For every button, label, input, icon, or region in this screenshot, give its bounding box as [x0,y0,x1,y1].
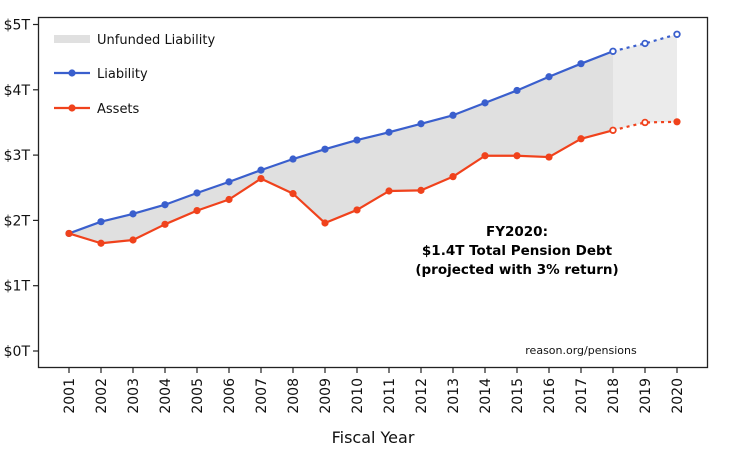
liability-point-2011 [385,128,393,136]
assets-point-2005 [193,207,201,215]
assets-line-historical [68,129,614,245]
x-tick-label: 2007 [254,378,270,414]
liability-point-2007 [257,166,265,174]
assets-point-2013 [449,173,457,181]
x-tick-label: 2002 [94,378,110,414]
liability-point-2009 [321,145,329,153]
assets-point-2011 [385,187,393,195]
assets-point-2010 [353,206,361,214]
x-tick-label: 2009 [318,378,334,414]
assets-point-2002 [97,239,105,247]
x-tick-label: 2006 [222,378,238,414]
liability-point-2018 [609,47,617,55]
assets-point-2018 [609,126,617,134]
liability-point-2005 [193,189,201,197]
liability-point-2019 [641,39,649,48]
assets-point-2020 [673,118,681,126]
liability-point-2002 [97,218,105,226]
assets-point-2003 [129,236,137,244]
x-tick-label: 2004 [158,378,174,414]
liability-point-2004 [161,201,169,209]
headline-line-1: FY2020: [486,224,548,240]
x-tick-label: 2012 [414,378,430,414]
y-tick-label: $1T [4,279,31,295]
legend-label-liability: Liability [97,67,148,82]
assets-point-2007 [257,175,265,183]
x-tick-label: 2013 [446,378,462,414]
assets-point-2001 [65,229,73,238]
legend-label-unfunded-liability: Unfunded Liability [97,33,215,48]
headline-line-2: $1.4T Total Pension Debt [422,243,613,259]
liability-point-2016 [545,73,553,81]
x-tick-label: 2018 [606,378,622,414]
legend: Unfunded Liability Liability Assets [54,33,215,117]
y-tick-label: $5T [4,18,31,34]
y-tick-label: $4T [4,83,31,99]
y-tick-label: $0T [4,344,31,360]
unfunded-liability-area [69,34,677,244]
x-tick-label: 2011 [382,378,398,414]
x-tick-label: 2003 [126,378,142,414]
liability-point-2010 [353,136,361,144]
liability-point-2017 [577,60,585,68]
headline-annotation: FY2020: $1.4T Total Pension Debt (projec… [415,224,618,278]
assets-point-2008 [289,190,297,198]
legend-label-assets: Assets [97,102,140,117]
liability-point-2008 [289,155,297,163]
x-tick-label: 2020 [670,378,686,414]
liability-point-2020 [673,30,681,38]
liability-point-2006 [225,178,233,186]
x-tick-label: 2017 [574,378,590,414]
assets-point-2004 [161,220,169,228]
y-tick-label: $2T [4,213,31,229]
x-tick-label: 2015 [510,378,526,414]
series-lines [65,30,681,247]
liability-point-2014 [481,99,489,107]
x-tick-label: 2014 [478,378,494,414]
y-axis: $0T $1T $2T $3T $4T $5T [4,18,39,360]
assets-point-2014 [481,152,489,160]
unfunded-area-projected [613,34,677,131]
liability-point-2015 [513,86,521,95]
legend-swatch-unfunded-liability [54,35,90,43]
assets-point-2006 [225,195,233,204]
assets-point-2009 [321,219,329,227]
x-tick-label: 2010 [350,378,366,414]
headline-line-3: (projected with 3% return) [415,262,618,278]
y-tick-label: $3T [4,148,31,164]
legend-swatch-assets-marker [68,104,76,112]
x-tick-label: 2008 [286,378,302,414]
assets-point-2012 [417,186,425,194]
assets-point-2015 [513,152,521,160]
source-credit: reason.org/pensions [525,344,637,357]
unfunded-area-historical [69,51,613,244]
x-tick-label: 2001 [62,378,78,414]
assets-point-2017 [577,135,585,143]
assets-point-2019 [641,118,649,127]
liability-point-2012 [417,120,425,128]
x-tick-label: 2019 [638,378,654,414]
plot-frame [37,16,709,369]
liability-point-2003 [129,210,137,218]
x-tick-label: 2005 [190,378,206,414]
assets-point-2016 [545,153,553,161]
liability-point-2013 [449,111,457,119]
x-axis-title: Fiscal Year [332,428,415,447]
legend-swatch-liability-marker [68,69,76,77]
liability-line-historical [68,50,614,235]
x-tick-label: 2016 [542,378,558,414]
x-axis: 2001 2002 2003 2004 2005 2006 2007 2008 2009 2010… [62,367,686,414]
